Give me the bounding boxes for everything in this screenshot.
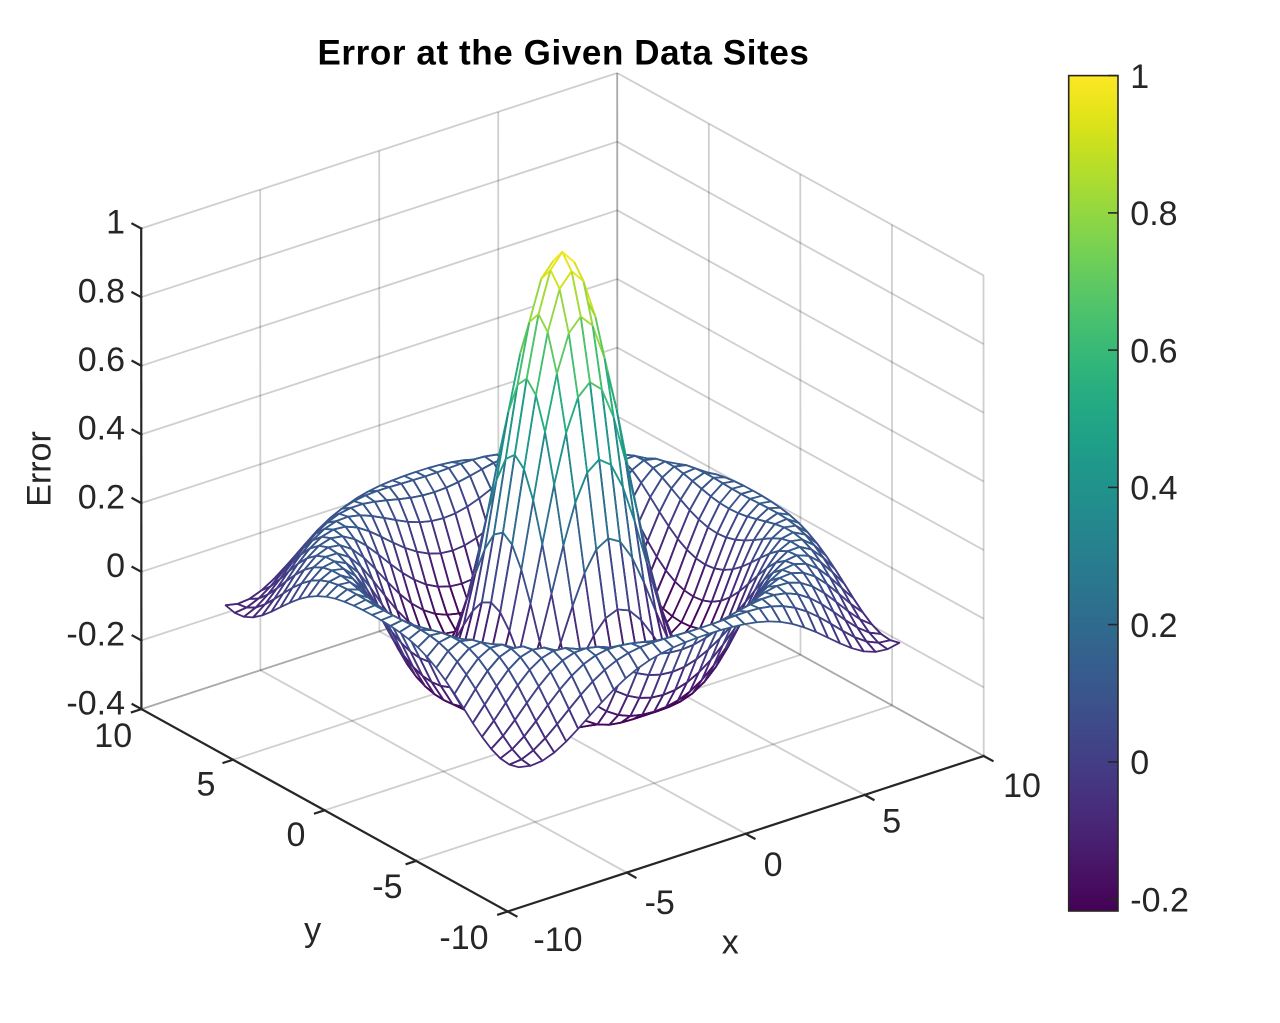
svg-text:-5: -5 [645,884,675,922]
svg-text:5: 5 [882,803,901,841]
svg-text:1: 1 [1130,58,1149,96]
svg-text:0: 0 [287,816,306,854]
svg-text:0: 0 [106,547,125,585]
svg-text:-0.2: -0.2 [1130,881,1189,919]
svg-text:0.2: 0.2 [78,478,125,516]
svg-text:1: 1 [106,204,125,242]
svg-text:Error: Error [21,431,59,507]
svg-text:0.6: 0.6 [1130,332,1177,370]
svg-text:0: 0 [764,846,783,884]
svg-text:0.4: 0.4 [1130,470,1177,508]
svg-text:10: 10 [1003,767,1041,805]
svg-text:0.2: 0.2 [1130,607,1177,645]
svg-text:x: x [722,924,739,962]
svg-text:5: 5 [197,766,216,804]
svg-text:0.4: 0.4 [78,410,125,448]
svg-text:-10: -10 [439,919,488,957]
svg-text:-0.2: -0.2 [66,616,125,654]
svg-text:0.8: 0.8 [1130,195,1177,233]
svg-text:10: 10 [94,717,132,755]
svg-text:Error at the Given Data Sites: Error at the Given Data Sites [317,33,809,72]
svg-text:-10: -10 [533,921,582,959]
svg-text:0.8: 0.8 [78,272,125,310]
svg-text:0.6: 0.6 [78,341,125,379]
svg-text:-5: -5 [372,868,402,906]
svg-text:-0.4: -0.4 [66,684,125,722]
svg-text:y: y [304,911,321,949]
svg-text:0: 0 [1130,744,1149,782]
